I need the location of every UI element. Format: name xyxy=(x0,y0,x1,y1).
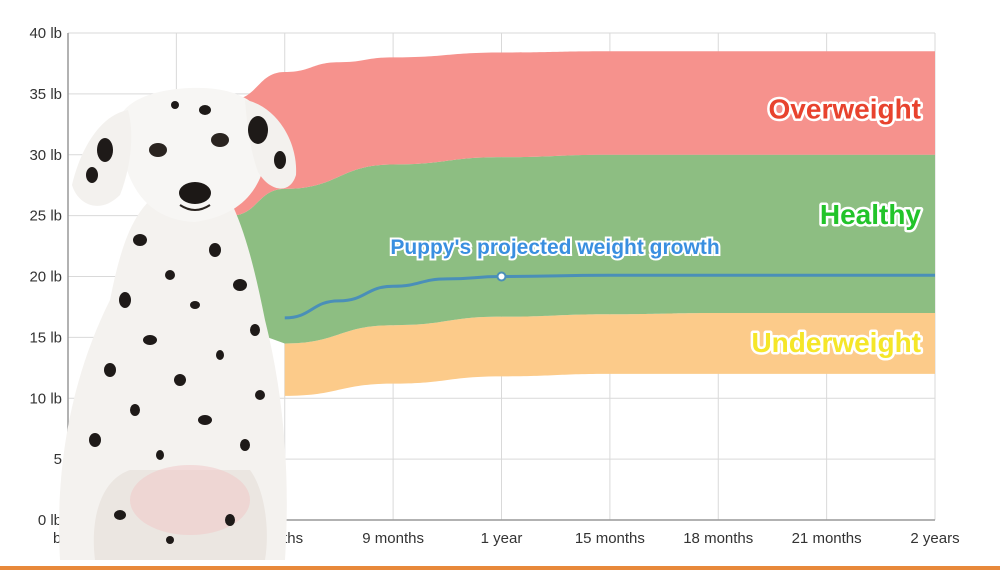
y-tick-label: 25 lb xyxy=(29,208,62,225)
series-marker xyxy=(496,271,507,282)
y-tick-label: 15 lb xyxy=(29,329,62,346)
series-line xyxy=(284,273,935,320)
y-tick-label: 10 lb xyxy=(29,390,62,407)
y-tick-label: 20 lb xyxy=(29,269,62,286)
band-underweight xyxy=(284,313,935,396)
band-labels: Underweight Healthy Overweight Puppy's proj… xyxy=(388,91,924,361)
weight-bands xyxy=(133,51,935,396)
growth-annotation: Puppy's projected weight growth xyxy=(390,236,719,259)
y-tick-label: 5 xyxy=(54,451,62,468)
bottom-rule xyxy=(0,566,1000,570)
dalmatian-puppy-image xyxy=(59,87,297,560)
band-label-healthy: Healthy xyxy=(820,199,922,230)
y-axis-ticks: 0 lb 5 10 lb 15 lb 20 lb 25 lb 30 lb 35 lb 40 lb xyxy=(29,25,62,529)
y-tick-label: 30 lb xyxy=(29,147,62,164)
x-tick-label: 15 months xyxy=(575,530,645,547)
x-tick-label: 2 years xyxy=(910,530,959,547)
x-tick-label: 1 year xyxy=(481,530,523,547)
x-tick-label: 21 months xyxy=(792,530,862,547)
band-healthy xyxy=(133,154,935,344)
y-tick-label: 0 lb xyxy=(38,512,62,529)
band-overweight xyxy=(133,51,935,289)
x-tick-label: 18 months xyxy=(683,530,753,547)
y-tick-label: 35 lb xyxy=(29,86,62,103)
growth-series xyxy=(284,271,935,320)
y-tick-label: 40 lb xyxy=(29,25,62,42)
band-label-overweight: Overweight xyxy=(769,93,921,124)
x-tick-label: 9 months xyxy=(362,530,424,547)
band-label-underweight: Underweight xyxy=(751,327,921,358)
